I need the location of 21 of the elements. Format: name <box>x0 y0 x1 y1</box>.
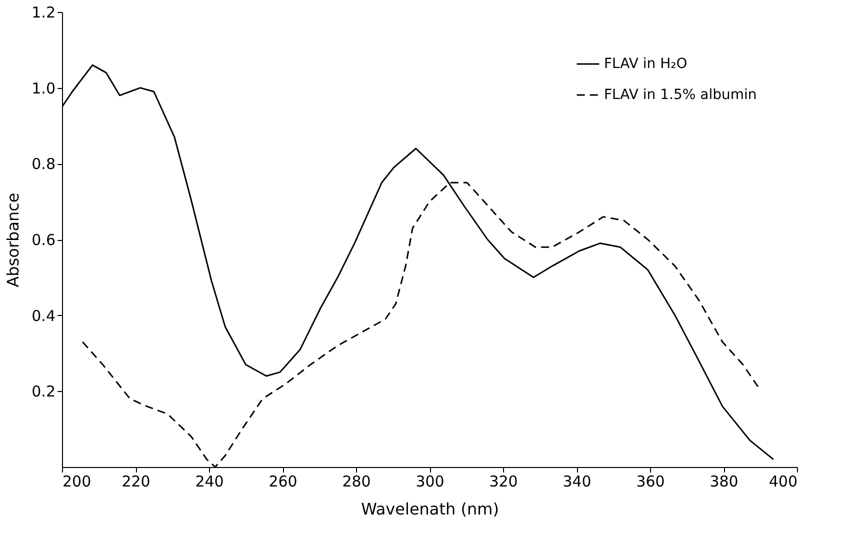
x-tick-label: 280 <box>342 472 371 490</box>
x-tick-label: 240 <box>195 472 224 490</box>
x-axis-title: Wavelenath (nm) <box>361 500 499 518</box>
x-tick-label: 340 <box>562 472 592 490</box>
x-tick-label: 220 <box>122 472 150 490</box>
x-tick-label: 260 <box>268 472 298 490</box>
y-tick-label: 1.0 <box>32 79 56 98</box>
legend-label: FLAV in H₂O <box>604 56 688 72</box>
legend-label: FLAV in 1.5% albumin <box>604 87 757 103</box>
x-tick-label: 200 <box>62 472 92 490</box>
y-tick-label: 0.6 <box>32 231 56 249</box>
y-axis-title: Absorbance <box>4 192 23 288</box>
y-tick-label: 0.2 <box>32 382 56 401</box>
x-tick-label: 380 <box>710 472 738 490</box>
y-tick-label: 0.8 <box>32 155 56 174</box>
x-tick-label: 300 <box>416 472 444 490</box>
x-tick-label: 320 <box>489 472 518 490</box>
y-tick-label: 0.4 <box>32 306 56 325</box>
x-tick-label: 400 <box>768 472 798 490</box>
y-tick-label: 1.2 <box>32 4 56 22</box>
x-tick-label: 360 <box>636 472 665 490</box>
